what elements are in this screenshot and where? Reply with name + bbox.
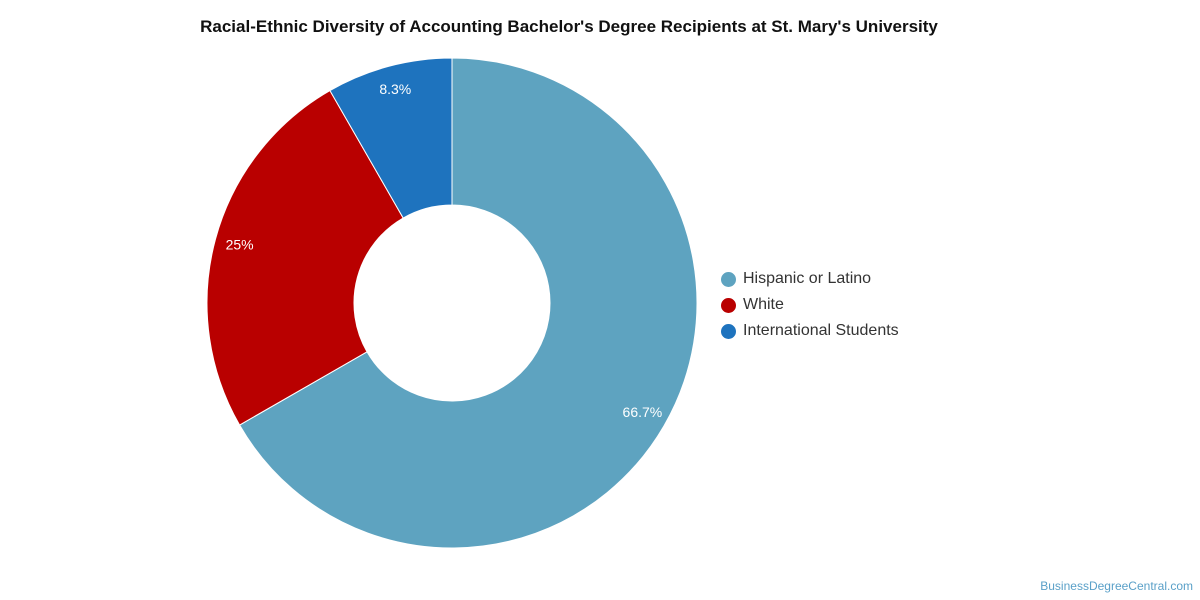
legend-item-white[interactable]: White bbox=[721, 292, 899, 318]
legend-swatch-icon bbox=[721, 297, 736, 313]
slice-label-white: 25% bbox=[226, 236, 254, 252]
slice-label-international-students: 8.3% bbox=[379, 81, 411, 97]
legend-label: White bbox=[743, 296, 784, 313]
chart-title: Racial-Ethnic Diversity of Accounting Ba… bbox=[200, 17, 938, 36]
legend-item-hispanic-or-latino[interactable]: Hispanic or Latino bbox=[721, 266, 899, 292]
legend-swatch-icon bbox=[721, 271, 736, 287]
legend-label: International Students bbox=[743, 322, 899, 339]
slice-white bbox=[206, 89, 404, 426]
slice-label-hispanic-or-latino: 66.7% bbox=[623, 404, 663, 420]
slice-hispanic-or-latino bbox=[238, 57, 698, 549]
watermark: BusinessDegreeCentral.com bbox=[1040, 579, 1193, 593]
legend: Hispanic or Latino White International Stu… bbox=[721, 266, 899, 344]
legend-item-international-students[interactable]: International Students bbox=[721, 318, 899, 344]
legend-label: Hispanic or Latino bbox=[743, 270, 872, 287]
slice-international-students bbox=[329, 57, 453, 219]
legend-swatch-icon bbox=[721, 323, 736, 339]
